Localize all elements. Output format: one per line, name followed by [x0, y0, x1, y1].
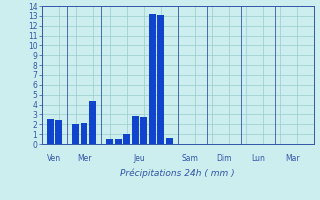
Text: Dim: Dim [217, 154, 232, 163]
Bar [149, 14, 156, 144]
Text: Ven: Ven [47, 154, 61, 163]
Text: Jeu: Jeu [133, 154, 145, 163]
Bar [166, 138, 172, 144]
Bar [115, 139, 122, 144]
Bar [72, 124, 79, 144]
Text: Sam: Sam [182, 154, 199, 163]
Bar [55, 120, 62, 144]
Text: Mar: Mar [285, 154, 300, 163]
Bar [157, 15, 164, 144]
Text: Mer: Mer [77, 154, 91, 163]
Bar [140, 117, 147, 144]
Bar [47, 119, 53, 144]
Bar [81, 123, 87, 144]
Bar [132, 116, 139, 144]
Bar [89, 101, 96, 144]
Bar [123, 134, 130, 144]
Bar [106, 139, 113, 144]
Text: Précipitations 24h ( mm ): Précipitations 24h ( mm ) [120, 169, 235, 178]
Text: Lun: Lun [252, 154, 265, 163]
